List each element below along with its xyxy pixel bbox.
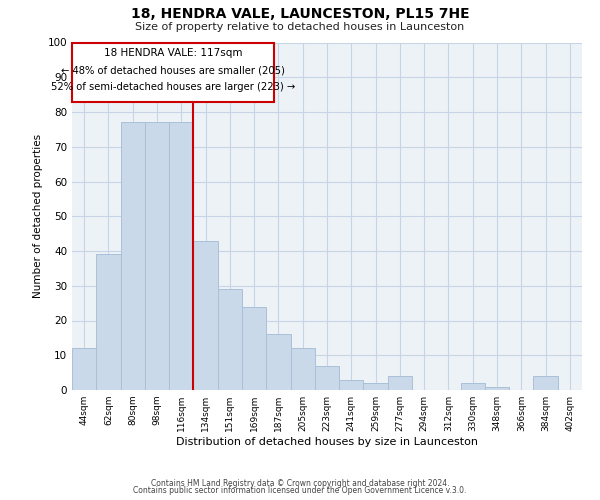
Bar <box>461 383 485 390</box>
Text: Contains HM Land Registry data © Crown copyright and database right 2024.: Contains HM Land Registry data © Crown c… <box>151 478 449 488</box>
FancyBboxPatch shape <box>72 42 274 102</box>
Bar <box>290 348 315 390</box>
Bar <box>315 366 339 390</box>
Bar <box>218 289 242 390</box>
Bar <box>193 240 218 390</box>
Bar <box>96 254 121 390</box>
Bar <box>266 334 290 390</box>
Text: 18 HENDRA VALE: 117sqm: 18 HENDRA VALE: 117sqm <box>104 48 242 58</box>
Text: Contains public sector information licensed under the Open Government Licence v.: Contains public sector information licen… <box>133 486 467 495</box>
Bar <box>388 376 412 390</box>
Bar <box>121 122 145 390</box>
Text: ← 48% of detached houses are smaller (205): ← 48% of detached houses are smaller (20… <box>61 65 285 75</box>
Bar <box>169 122 193 390</box>
Text: 18, HENDRA VALE, LAUNCESTON, PL15 7HE: 18, HENDRA VALE, LAUNCESTON, PL15 7HE <box>131 8 469 22</box>
Bar <box>242 306 266 390</box>
Bar <box>364 383 388 390</box>
Y-axis label: Number of detached properties: Number of detached properties <box>34 134 43 298</box>
Bar <box>145 122 169 390</box>
Bar <box>72 348 96 390</box>
X-axis label: Distribution of detached houses by size in Launceston: Distribution of detached houses by size … <box>176 437 478 447</box>
Bar <box>339 380 364 390</box>
Text: 52% of semi-detached houses are larger (223) →: 52% of semi-detached houses are larger (… <box>50 82 295 92</box>
Bar <box>485 386 509 390</box>
Text: Size of property relative to detached houses in Launceston: Size of property relative to detached ho… <box>136 22 464 32</box>
Bar <box>533 376 558 390</box>
